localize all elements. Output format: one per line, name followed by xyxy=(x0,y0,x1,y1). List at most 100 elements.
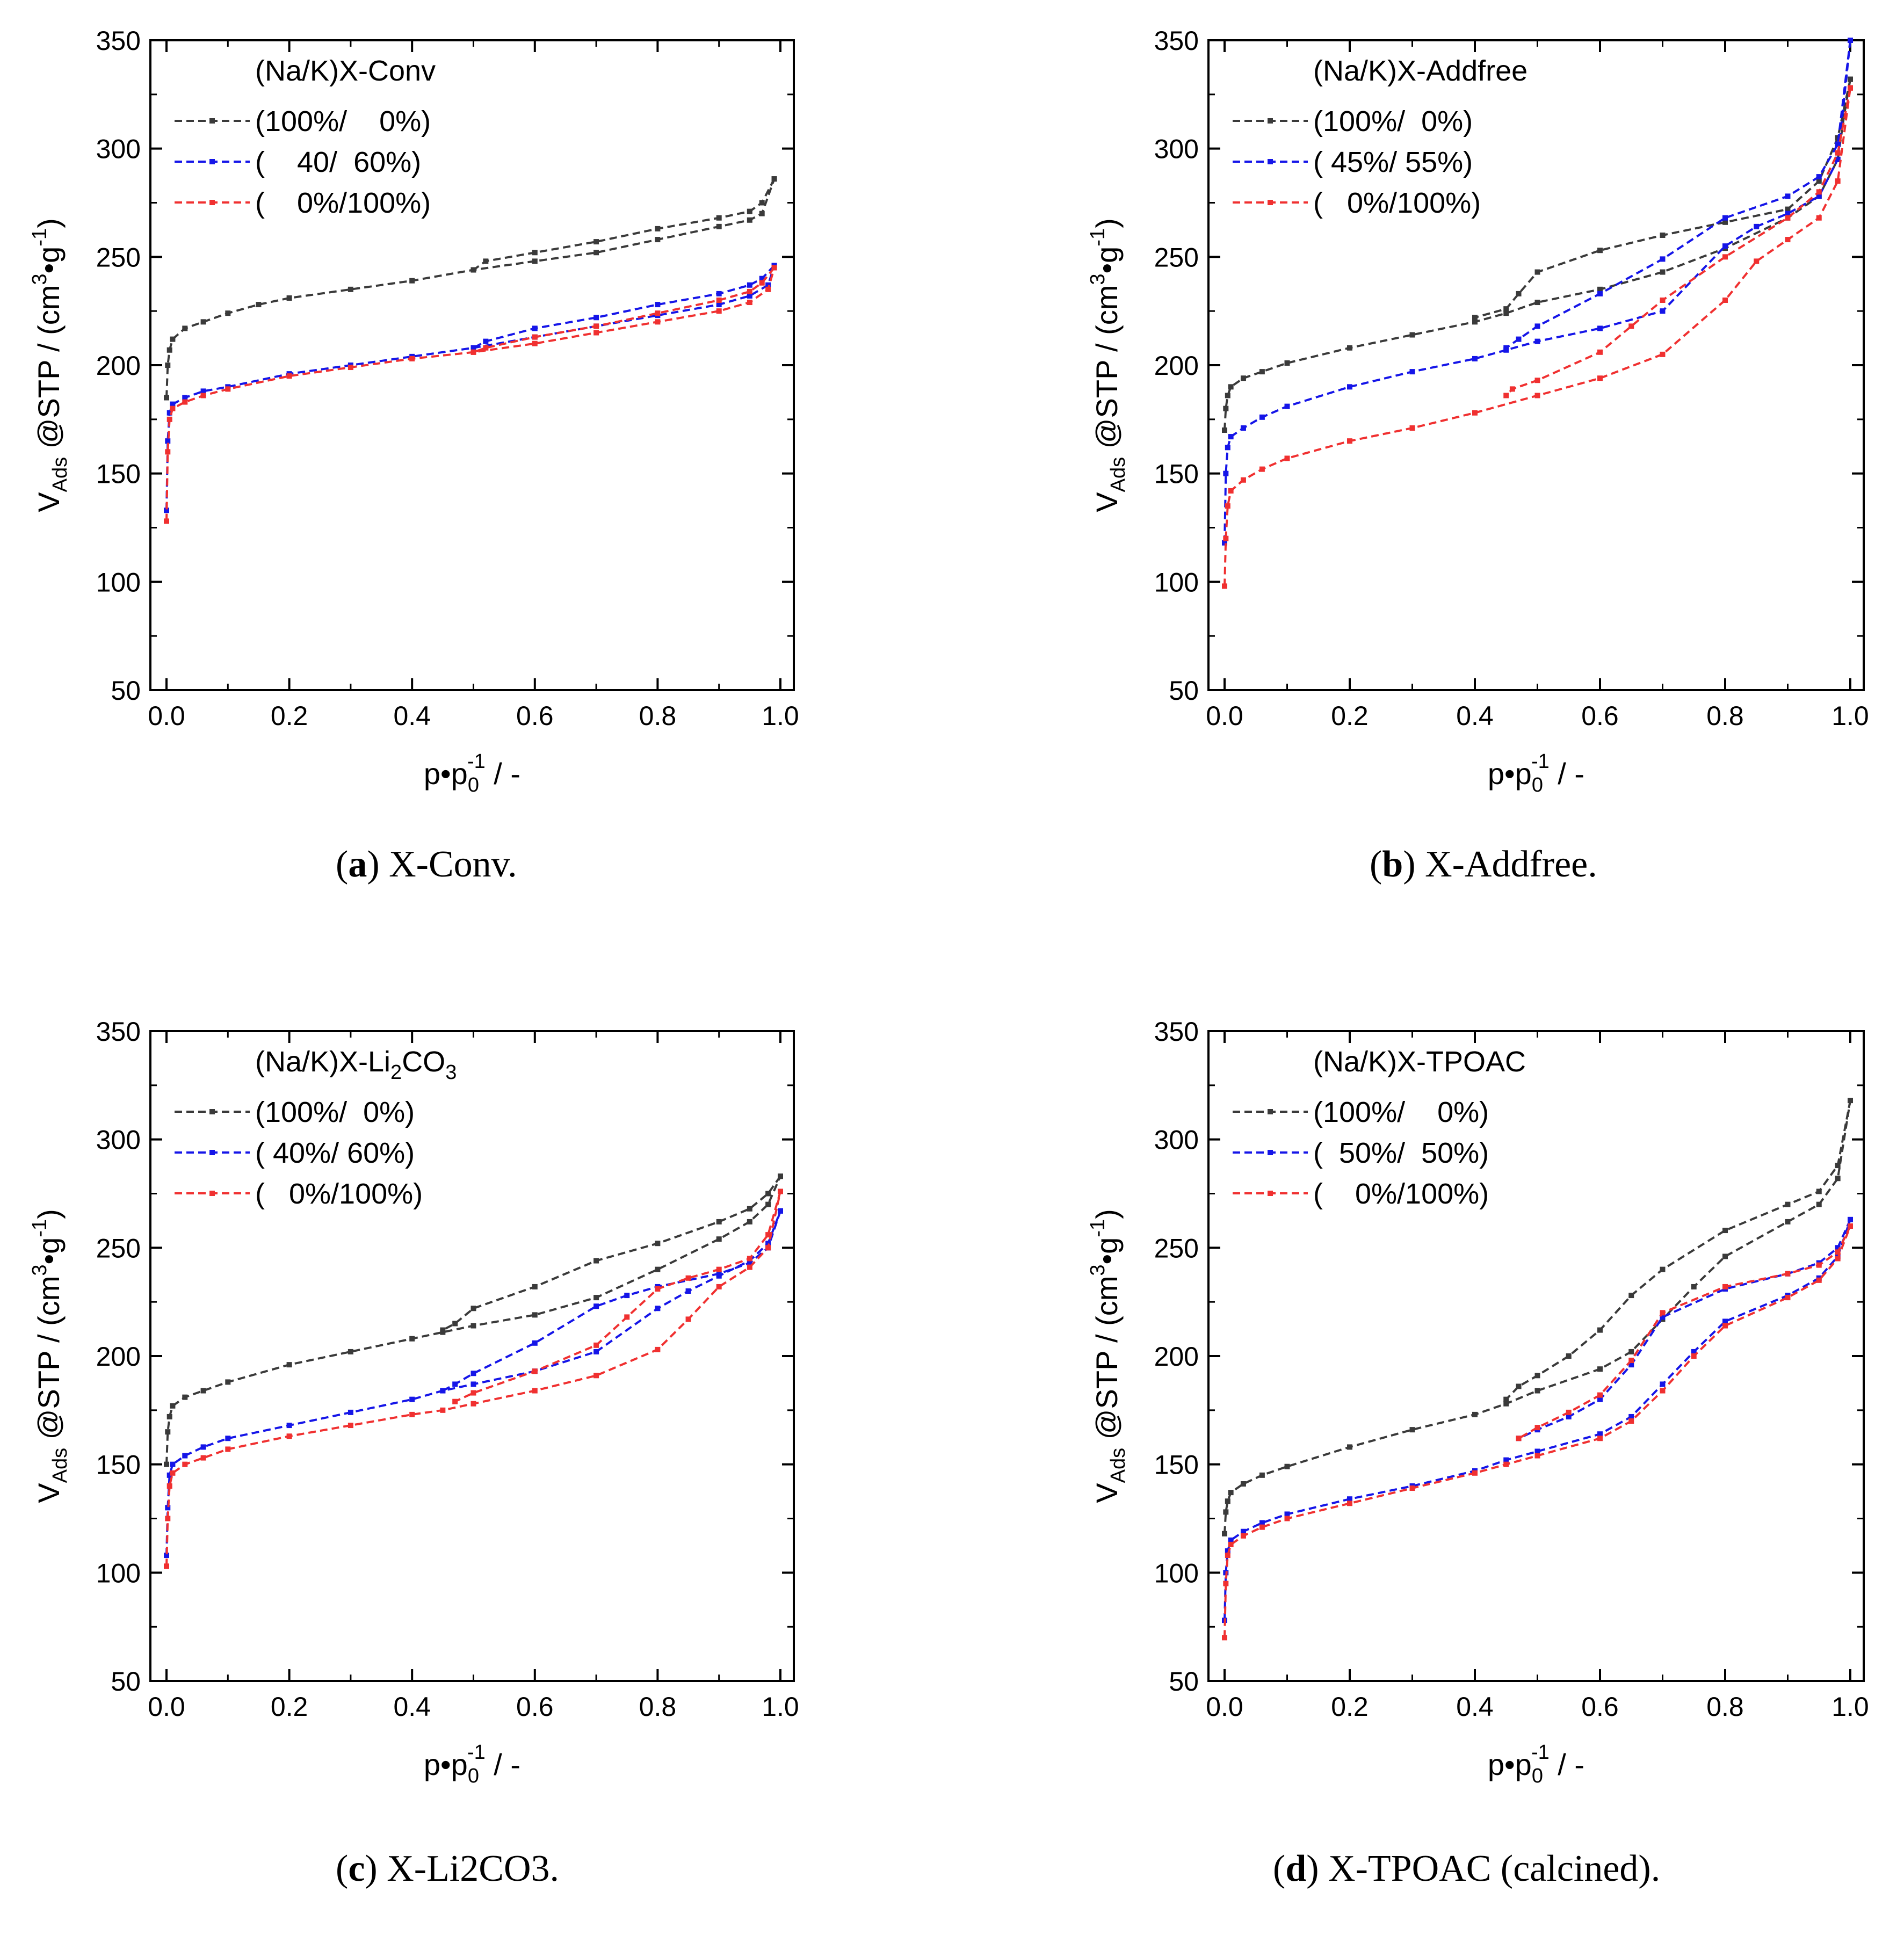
x-tick-label: 0.6 xyxy=(516,701,554,731)
data-point-blue-ads xyxy=(165,1505,171,1511)
data-point-red-ads xyxy=(165,1516,171,1521)
y-tick-label: 50 xyxy=(111,1666,141,1697)
data-point-blue-des xyxy=(470,1371,476,1376)
data-point-black-ads xyxy=(1691,1284,1697,1289)
legend-marker-blue xyxy=(209,159,215,164)
x-tick-label: 0.2 xyxy=(271,701,308,731)
data-point-black-ads xyxy=(1597,1366,1603,1372)
data-point-blue-ads xyxy=(1534,338,1540,344)
data-point-red-ads xyxy=(1534,1453,1540,1459)
data-point-red-ads xyxy=(200,393,206,398)
data-point-red-des xyxy=(483,345,489,351)
data-point-red-des xyxy=(624,1314,630,1320)
x-tick-label: 0.4 xyxy=(393,1692,431,1722)
legend-label-black: (100%/ 0%) xyxy=(1313,105,1473,137)
data-point-blue-des xyxy=(1566,1414,1572,1419)
chart-title-sub: 2 xyxy=(390,1061,402,1084)
data-point-blue-ads xyxy=(200,388,206,394)
data-point-black-ads xyxy=(286,295,292,301)
data-point-black-ads xyxy=(1534,300,1540,306)
data-point-black-ads xyxy=(655,1266,661,1272)
data-point-black-des xyxy=(759,200,765,206)
data-point-red-ads xyxy=(286,1433,292,1439)
y-axis-label-dot: •g xyxy=(32,247,66,274)
data-point-red-ads xyxy=(655,1346,661,1352)
data-point-blue-ads xyxy=(1240,425,1246,431)
x-tick-label: 0.4 xyxy=(1456,701,1494,731)
data-point-blue-ads xyxy=(1722,243,1728,249)
data-point-red-des xyxy=(747,1256,752,1262)
data-point-black-ads xyxy=(1222,1531,1227,1537)
x-tick-label: 1.0 xyxy=(1831,701,1869,731)
data-point-black-des xyxy=(1503,1396,1509,1402)
data-point-red-ads xyxy=(1534,393,1540,398)
data-point-red-ads xyxy=(1691,1353,1697,1359)
data-point-blue-des xyxy=(1660,1314,1666,1320)
data-point-black-des xyxy=(1597,248,1603,253)
data-point-black-des xyxy=(771,176,777,182)
data-point-black-des xyxy=(747,208,752,214)
data-point-blue-des xyxy=(470,345,476,351)
data-point-red-ads xyxy=(1660,351,1666,357)
data-point-black-ads xyxy=(765,1201,771,1207)
data-point-blue-ads xyxy=(348,1409,353,1415)
data-point-black-ads xyxy=(1660,269,1666,275)
data-point-red-des xyxy=(1534,1425,1540,1431)
data-point-red-ads xyxy=(716,1284,722,1289)
data-point-black-ads xyxy=(1472,1411,1478,1417)
data-point-red-des xyxy=(452,1398,458,1404)
data-point-blue-ads xyxy=(182,1453,188,1459)
data-point-red-ads xyxy=(1816,1277,1822,1283)
data-point-blue-ads xyxy=(1225,445,1230,451)
y-axis-label: VAds @STP / (cm3•g-1) xyxy=(28,1209,71,1503)
data-point-black-ads xyxy=(165,1429,171,1435)
data-point-blue-ads xyxy=(170,1461,176,1467)
legend-marker-blue xyxy=(1268,159,1273,164)
data-point-black-des xyxy=(532,250,538,256)
data-point-blue-ads xyxy=(286,1423,292,1429)
x-tick-label: 1.0 xyxy=(1831,1692,1869,1722)
data-point-blue-ads xyxy=(1228,434,1234,440)
data-point-blue-ads xyxy=(1259,414,1265,420)
y-tick-label: 250 xyxy=(1154,242,1199,272)
data-point-red-des xyxy=(470,1390,476,1396)
data-point-red-ads xyxy=(200,1455,206,1461)
data-point-blue-ads xyxy=(166,1472,172,1478)
caption-a: (a) X-Conv. xyxy=(336,844,517,885)
x-axis-label-main: p•p xyxy=(424,757,468,791)
data-point-blue-des xyxy=(1835,141,1841,147)
data-point-black-ads xyxy=(348,1349,353,1354)
data-point-black-ads xyxy=(1534,1388,1540,1394)
data-point-blue-des xyxy=(593,1303,599,1309)
data-point-black-ads xyxy=(1597,286,1603,292)
data-point-red-ads xyxy=(716,308,722,314)
y-tick-label: 300 xyxy=(1154,134,1199,164)
y-axis-label-main: V xyxy=(32,1483,66,1503)
x-tick-label: 0.0 xyxy=(148,701,185,731)
data-point-red-des xyxy=(1722,1284,1728,1289)
y-axis-label-sub: Ads xyxy=(49,1448,71,1483)
data-point-red-des xyxy=(532,1368,538,1374)
data-point-red-ads xyxy=(1225,1553,1230,1559)
y-tick-label: 350 xyxy=(96,26,141,56)
series-black-des-line xyxy=(442,1176,781,1331)
y-tick-label: 100 xyxy=(1154,1558,1199,1588)
series-blue-ads-line xyxy=(1224,1219,1851,1621)
data-point-blue-ads xyxy=(1225,1548,1230,1554)
data-point-red-des xyxy=(685,1275,691,1281)
data-point-black-ads xyxy=(1835,1176,1841,1182)
data-point-black-des xyxy=(1534,269,1540,275)
data-point-red-des xyxy=(470,349,476,355)
x-axis-label-sup: -1 xyxy=(1531,1741,1550,1764)
data-point-blue-ads xyxy=(1660,308,1666,314)
data-point-red-des xyxy=(771,265,777,271)
data-point-blue-ads xyxy=(685,1288,691,1294)
data-point-blue-ads xyxy=(225,1436,231,1441)
chart-2: 50 100 150 200 250 300 350 0.0 0.2 0.4 0.6 0.8 1.0 p•… xyxy=(1087,26,1869,796)
data-point-red-ads xyxy=(1223,535,1229,541)
data-point-red-ads xyxy=(1228,488,1234,494)
data-point-blue-ads xyxy=(1597,1431,1603,1437)
data-point-blue-des xyxy=(655,302,661,308)
data-point-black-ads xyxy=(470,1323,476,1329)
data-point-blue-des xyxy=(747,282,752,288)
